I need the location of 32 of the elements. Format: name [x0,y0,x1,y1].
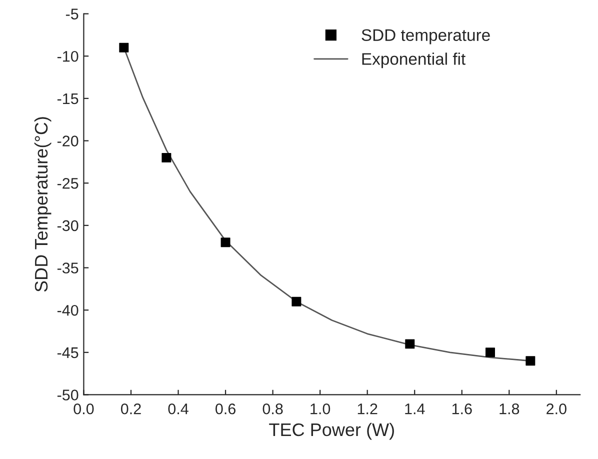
y-tick-label: -25 [57,178,78,189]
x-tick-label: 0.2 [120,403,141,414]
y-tick-label: -35 [57,262,78,274]
y-tick-label: -10 [57,50,78,62]
y-tick-label: -40 [57,304,78,316]
y-tick-label: -45 [57,347,78,358]
x-tick-label: 1.4 [405,404,425,414]
x-tick-label: 0.8 [262,403,283,414]
point [162,152,172,162]
x-tick-label: 1.2 [358,403,378,414]
y-tick-label: -15 [57,93,78,104]
x-tick-label: 1.6 [452,403,472,414]
y-tick-label: -30 [57,220,78,232]
y-axis-title: SDD Temperature(°C) [34,117,52,292]
point [220,238,230,248]
x-tick-label: 2.0 [546,403,566,414]
point [526,356,536,366]
point [292,296,302,306]
point [405,339,415,349]
x-tick-label: 0.4 [168,403,188,414]
x-tick-label: 1.8 [500,403,520,414]
y-tick-label: -50 [57,390,78,400]
y-tick-label: -20 [57,136,78,146]
legend-label: Exponential fit [362,52,466,68]
x-tick-label: 0.6 [216,403,236,414]
y-tick-label: -5 [66,8,78,20]
x-tick-label: 0.0 [74,403,94,414]
point [119,42,129,52]
x-tick-label: 1.0 [310,403,330,414]
point [486,348,495,358]
legend-label: SDD temperature [362,29,490,44]
x-axis-title: TEC Power (W) [269,422,394,440]
